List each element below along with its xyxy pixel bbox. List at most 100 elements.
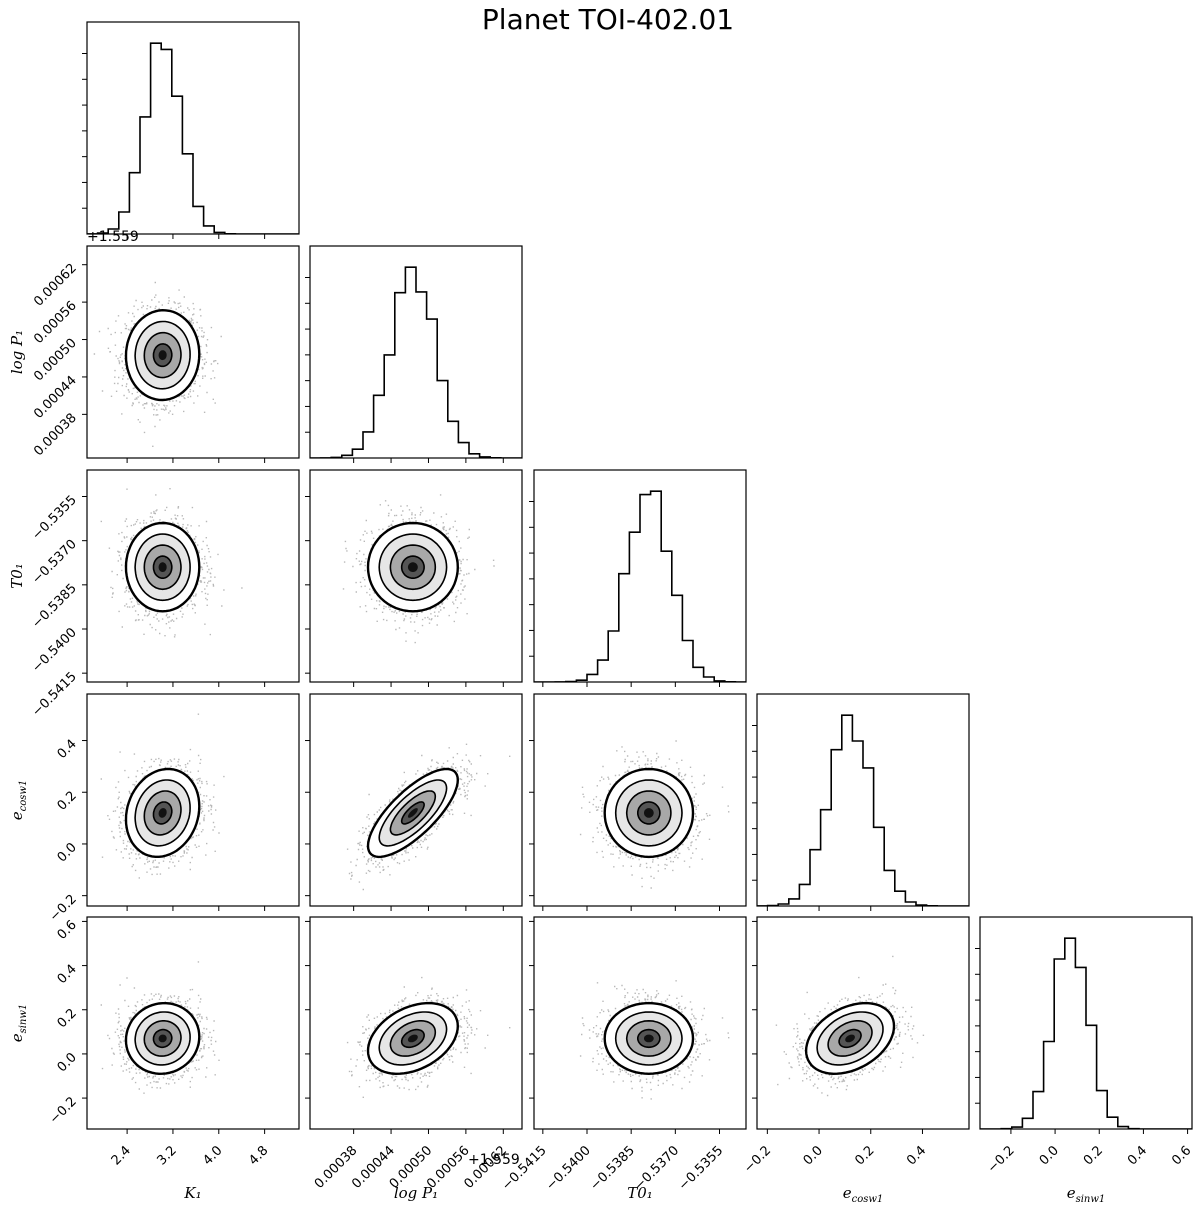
histogram-T01: [534, 490, 746, 682]
contour-line: [124, 767, 201, 858]
density-peak: [158, 1034, 167, 1043]
contour-line: [152, 1028, 173, 1049]
histogram-esinw1: [980, 937, 1192, 1129]
axis-label-ecosw1: ecosw1: [843, 1184, 884, 1205]
ytick-label: −0.2: [47, 1094, 80, 1127]
contour-line: [400, 555, 425, 579]
axis-label-logP1: log P₁: [394, 1184, 438, 1202]
density-peak: [407, 808, 418, 818]
panel-content: [310, 266, 522, 458]
xtick-label: 0.6: [1169, 1143, 1194, 1168]
panel-content: [342, 494, 495, 644]
panel-frame: [309, 693, 523, 907]
contour-line: [366, 767, 460, 859]
contour-line: [134, 533, 191, 602]
xtick-label: −0.5400: [543, 1143, 593, 1193]
xtick-label: 0.2: [1081, 1143, 1106, 1168]
contour-line: [134, 1011, 191, 1066]
panel-K1-ecosw1: −0.2 0.0 0.2 0.4: [47, 693, 300, 925]
histogram-K1: [87, 42, 299, 234]
ytick-label: −0.5400: [29, 625, 79, 675]
panel-content: [93, 281, 222, 447]
contour-line: [838, 1028, 862, 1049]
xtick-label: −0.5355: [676, 1143, 726, 1193]
ytick-label: 0.0: [55, 840, 80, 865]
contour-line: [603, 767, 695, 859]
contour-line: [152, 343, 173, 368]
panel-frame: [309, 916, 523, 1130]
panel-K1-K1: [82, 21, 300, 239]
histogram-ecosw1: [757, 714, 969, 906]
panel-logP1-logP1: [305, 245, 523, 463]
contour-line: [366, 1001, 460, 1076]
panel-content: [100, 488, 243, 638]
contour-line: [816, 1011, 884, 1066]
axis-label-K1: K₁: [183, 1184, 201, 1202]
contour-line: [614, 1011, 683, 1066]
panel-T01-T01: [529, 469, 747, 687]
axis-label-T01: T0₁: [627, 1184, 653, 1202]
xtick-label: 0.0: [1037, 1143, 1062, 1168]
offset-text-x: +1.559: [468, 1152, 520, 1168]
contour-line: [378, 779, 448, 847]
ytick-label: 0.2: [55, 788, 80, 813]
xtick-label: 2.4: [109, 1143, 134, 1168]
density-peak: [407, 1034, 418, 1043]
panel-logP1-T01: [305, 469, 523, 687]
contour-line: [603, 1001, 695, 1076]
density-peak: [158, 808, 167, 818]
contour-line: [143, 331, 182, 379]
contour-line: [400, 1028, 425, 1049]
ytick-label: −0.5415: [29, 669, 79, 719]
contour-line: [378, 1011, 448, 1066]
panel-frame: [309, 469, 523, 683]
contour-line: [389, 790, 437, 836]
contour-line: [625, 790, 672, 836]
contour-line: [637, 801, 661, 825]
xtick-label: −0.2: [741, 1143, 774, 1176]
density-peak: [845, 1034, 855, 1043]
ytick-label: 0.2: [55, 1006, 80, 1031]
panels-layer: 0.000380.000440.000500.000560.00062−0.54…: [8, 21, 1194, 1205]
contour-line: [124, 1002, 201, 1076]
axis-label-esinw1: esinw1: [1067, 1184, 1106, 1205]
panel-content: [757, 714, 969, 906]
contour-line: [637, 1028, 661, 1049]
contour-line: [124, 308, 201, 402]
panel-content: [100, 713, 225, 879]
contour-line: [389, 1020, 437, 1057]
panel-T01-ecosw1: [529, 693, 747, 911]
ytick-label: −0.5355: [29, 493, 79, 543]
panel-frame: [533, 916, 747, 1130]
panel-content: [100, 961, 220, 1094]
panel-content: [346, 743, 511, 891]
xtick-label: 4.8: [246, 1143, 271, 1168]
panel-T01-esinw1: −0.5415−0.5400−0.5385−0.5370−0.5355: [499, 916, 747, 1194]
contour-line: [625, 1019, 672, 1057]
axis-label-T01: T0₁: [8, 563, 26, 589]
panel-frame: [533, 693, 747, 907]
panel-frame: [86, 469, 300, 683]
xtick-label: 0.0: [801, 1143, 826, 1168]
panel-frame: [756, 916, 970, 1130]
contour-line: [827, 1020, 873, 1057]
panel-ecosw1-esinw1: −0.2 0.0 0.2 0.4: [741, 916, 970, 1176]
ytick-label: −0.5370: [29, 537, 79, 587]
panel-K1-esinw1: 2.4 3.2 4.0 4.8−0.20.00.20.40.6: [47, 916, 300, 1168]
panel-content: [87, 42, 299, 234]
panel-content: [579, 740, 730, 889]
contour-line: [134, 320, 191, 390]
contour-line: [152, 555, 173, 579]
contour-line: [804, 1001, 896, 1076]
contour-line: [152, 801, 173, 825]
axis-label-ecosw1: ecosw1: [8, 780, 29, 821]
xtick-label: 3.2: [155, 1143, 180, 1168]
xtick-label: 4.0: [200, 1143, 225, 1168]
panel-content: [579, 980, 730, 1100]
contour-line: [389, 544, 437, 591]
panel-content: [775, 955, 925, 1097]
xtick-label: 0.4: [904, 1143, 929, 1168]
offset-text-y: +1.559: [87, 229, 139, 245]
